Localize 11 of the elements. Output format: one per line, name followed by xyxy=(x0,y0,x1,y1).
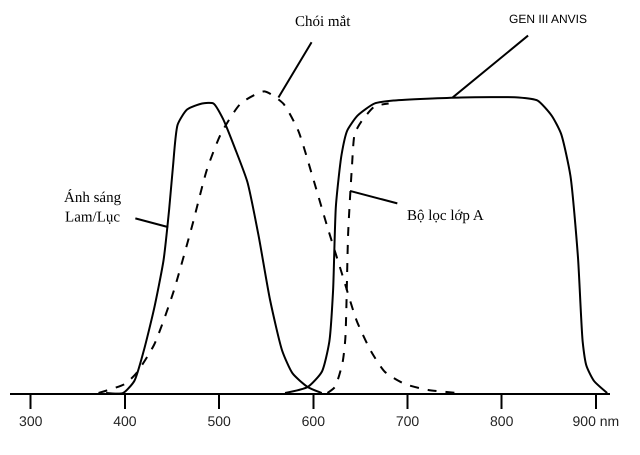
x-tick-label: 400 xyxy=(113,412,137,429)
annotation: GEN III ANVIS xyxy=(509,12,588,26)
x-tick-label: 700 xyxy=(396,412,420,429)
annotation: Bộ lọc lớp A xyxy=(407,208,484,224)
x-tick-label: 900 nm xyxy=(572,412,620,429)
x-tick-label: 300 xyxy=(19,412,43,429)
annotation: Ánh sáng Lam/Lục xyxy=(64,189,122,226)
x-tick-label: 600 xyxy=(302,412,326,429)
annotation: Chói mắt xyxy=(295,14,352,30)
x-tick-label: 800 xyxy=(490,412,514,429)
x-tick-label: 500 xyxy=(207,412,232,429)
